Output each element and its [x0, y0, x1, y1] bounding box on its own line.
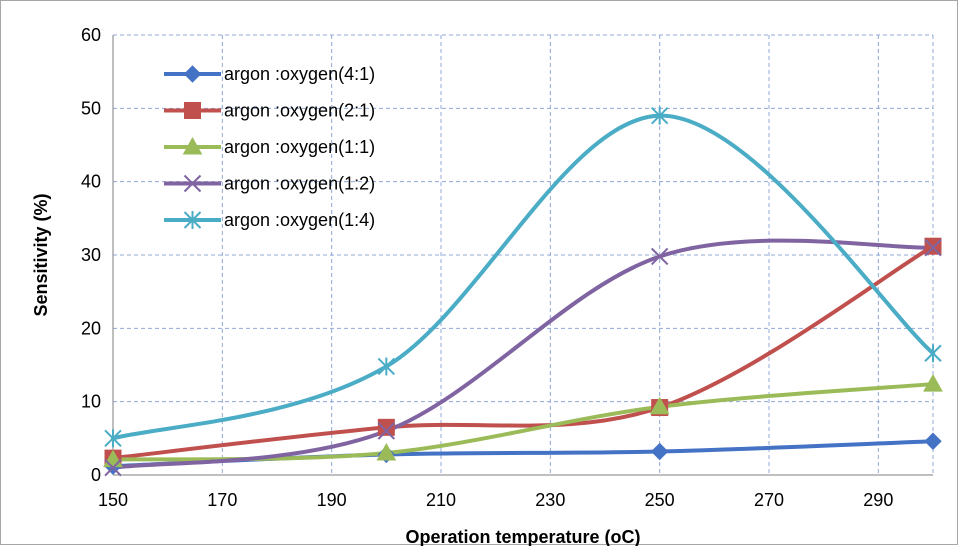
- x-tick-label: 290: [863, 490, 893, 510]
- legend-label: argon :oxygen(4:1): [224, 64, 375, 84]
- y-tick-label: 20: [81, 318, 101, 338]
- data-point: [923, 374, 943, 392]
- legend-label: argon :oxygen(1:2): [224, 174, 375, 194]
- data-point: [924, 238, 942, 257]
- legend-marker: [183, 174, 202, 193]
- gridlines: [113, 34, 934, 475]
- data-point: [377, 418, 395, 436]
- data-point: [377, 357, 396, 376]
- legend-marker: [184, 102, 201, 119]
- legend-label: argon :oxygen(2:1): [224, 101, 375, 121]
- x-axis-title: Operation temperature (oC): [405, 527, 640, 546]
- legend-label: argon :oxygen(1:4): [224, 210, 375, 230]
- data-point: [924, 432, 942, 450]
- x-tick-label: 170: [207, 490, 237, 510]
- legend-item: argon :oxygen(1:1): [164, 136, 375, 157]
- y-tick-label: 30: [81, 245, 101, 265]
- data-point: [649, 396, 670, 415]
- x-tick-label: 210: [426, 490, 456, 510]
- y-tick-label: 40: [81, 172, 101, 192]
- series-markers: [103, 106, 943, 477]
- data-point: [377, 422, 396, 440]
- legend-marker: [183, 211, 202, 229]
- x-tick-label: 250: [645, 490, 675, 510]
- series-line: [111, 113, 935, 441]
- data-point: [924, 237, 942, 255]
- y-tick-label: 60: [81, 25, 101, 45]
- data-point: [924, 344, 942, 363]
- data-point: [104, 458, 122, 477]
- series-line: [111, 244, 935, 461]
- series-lines: [111, 113, 935, 470]
- legend-item: argon :oxygen(4:1): [164, 64, 375, 84]
- axes: [112, 35, 933, 476]
- y-axis-title: Sensitivity (%): [31, 193, 51, 316]
- y-tick-labels: 0 10 20 30 40 50 60: [81, 25, 101, 485]
- x-tick-label: 270: [754, 490, 784, 510]
- legend-item: argon :oxygen(1:4): [164, 210, 375, 230]
- y-tick-label: 10: [81, 392, 101, 412]
- x-tick-labels: 150 170 190 210 230 250 270 290: [98, 490, 893, 510]
- y-tick-label: 50: [81, 98, 101, 118]
- legend-item: argon :oxygen(1:2): [164, 174, 375, 194]
- series-line: [111, 238, 935, 470]
- legend-label: argon :oxygen(1:1): [224, 137, 375, 157]
- x-tick-label: 230: [535, 490, 565, 510]
- data-point: [104, 429, 122, 448]
- legend-item: argon :oxygen(2:1): [164, 101, 375, 121]
- data-point: [650, 106, 669, 125]
- data-point: [376, 442, 397, 461]
- y-tick-label: 0: [91, 465, 101, 485]
- legend: argon :oxygen(4:1) argon :oxygen(2:1) argo…: [164, 64, 375, 230]
- data-point: [650, 247, 669, 266]
- legend-marker: [182, 136, 203, 155]
- legend-marker: [183, 65, 202, 83]
- x-tick-label: 150: [98, 490, 128, 510]
- data-point: [650, 442, 669, 461]
- x-tick-label: 190: [317, 490, 347, 510]
